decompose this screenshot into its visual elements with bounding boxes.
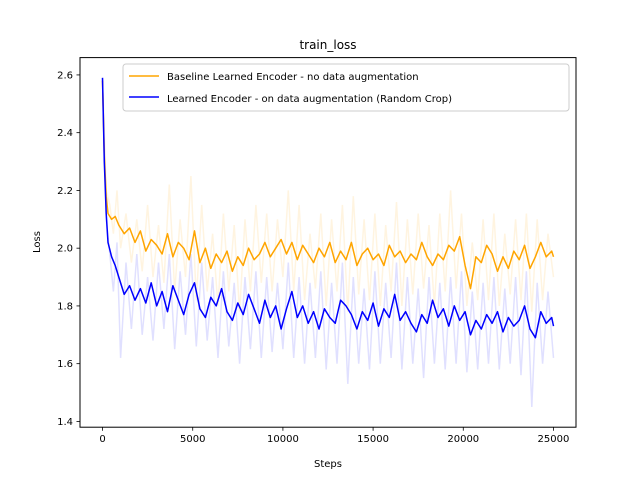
legend: Baseline Learned Encoder - no data augme… — [122, 63, 570, 112]
y-tick-label: 2.4 — [57, 128, 73, 139]
legend-label-baseline: Baseline Learned Encoder - no data augme… — [167, 72, 419, 83]
series-line-0 — [101, 80, 555, 290]
raw-series-layer — [101, 77, 555, 408]
y-tick-label: 2.6 — [57, 70, 73, 81]
raw-series-line-0 — [101, 80, 555, 312]
chart-title: train_loss — [299, 38, 356, 52]
x-axis-label: Steps — [314, 459, 342, 470]
series-line-1 — [101, 77, 555, 339]
x-tick-label: 25000 — [538, 434, 570, 445]
x-tick-label: 10000 — [267, 434, 299, 445]
legend-label-augmented: Learned Encoder - on data augmentation (… — [167, 94, 452, 105]
smoothed-series-layer — [101, 77, 555, 339]
legend-box — [122, 63, 570, 112]
y-tick-label: 2.2 — [57, 186, 73, 197]
raw-series-line-1 — [101, 77, 555, 408]
y-tick-label: 2.0 — [57, 244, 73, 255]
x-tick-label: 20000 — [447, 434, 479, 445]
y-axis: 1.4 1.6 1.8 2.0 2.2 2.4 2.6 — [57, 70, 80, 428]
x-tick-label: 15000 — [357, 434, 389, 445]
y-tick-label: 1.6 — [57, 359, 73, 370]
x-tick-label: 5000 — [180, 434, 205, 445]
x-tick-label: 0 — [99, 434, 105, 445]
y-tick-label: 1.8 — [57, 301, 73, 312]
y-axis-label: Loss — [32, 231, 43, 253]
plot-frame — [79, 57, 577, 428]
x-axis: 0 5000 10000 15000 20000 25000 — [99, 427, 569, 445]
y-tick-label: 1.4 — [57, 417, 73, 428]
